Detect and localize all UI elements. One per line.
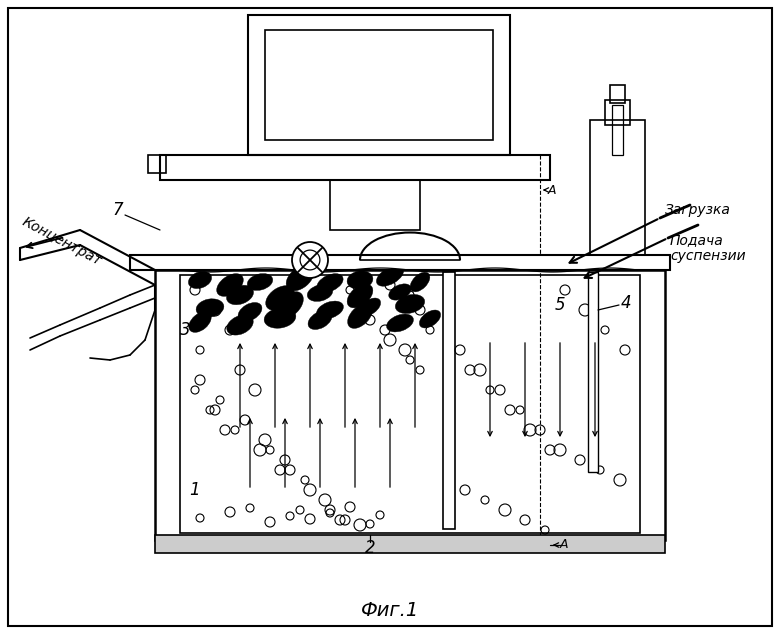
Ellipse shape bbox=[377, 266, 403, 286]
Circle shape bbox=[292, 242, 328, 278]
Ellipse shape bbox=[247, 274, 273, 290]
Bar bbox=[590, 255, 670, 267]
Bar bbox=[610, 85, 625, 103]
Text: 2: 2 bbox=[365, 539, 375, 557]
Ellipse shape bbox=[410, 272, 430, 292]
Bar bbox=[130, 255, 670, 270]
Ellipse shape bbox=[307, 285, 333, 301]
Ellipse shape bbox=[395, 294, 424, 314]
Text: 5: 5 bbox=[555, 296, 565, 314]
Bar bbox=[248, 15, 510, 155]
Bar bbox=[148, 155, 166, 173]
Text: Фиг.1: Фиг.1 bbox=[361, 600, 419, 619]
Ellipse shape bbox=[226, 285, 254, 305]
Text: А: А bbox=[560, 538, 569, 552]
Ellipse shape bbox=[360, 298, 381, 316]
Ellipse shape bbox=[227, 315, 254, 335]
Bar bbox=[265, 30, 493, 140]
Ellipse shape bbox=[196, 299, 224, 317]
Bar bbox=[330, 180, 420, 230]
Ellipse shape bbox=[286, 265, 314, 291]
Text: А: А bbox=[548, 183, 556, 197]
Text: Концентрат: Концентрат bbox=[20, 215, 105, 269]
Ellipse shape bbox=[189, 312, 211, 332]
Bar bbox=[605, 100, 630, 125]
Text: Загрузка: Загрузка bbox=[665, 203, 731, 217]
Text: суспензии: суспензии bbox=[670, 249, 746, 263]
Bar bbox=[155, 270, 665, 540]
Ellipse shape bbox=[308, 311, 332, 330]
Ellipse shape bbox=[238, 302, 262, 321]
Bar bbox=[588, 272, 598, 472]
Ellipse shape bbox=[189, 271, 211, 288]
Bar bbox=[155, 535, 665, 553]
Ellipse shape bbox=[348, 304, 372, 328]
Bar bbox=[443, 272, 455, 529]
Ellipse shape bbox=[347, 271, 373, 289]
Ellipse shape bbox=[420, 310, 441, 328]
Bar bbox=[160, 155, 550, 180]
Ellipse shape bbox=[266, 286, 294, 310]
Ellipse shape bbox=[277, 292, 303, 318]
Ellipse shape bbox=[264, 307, 296, 328]
Text: 7: 7 bbox=[112, 201, 123, 219]
Bar bbox=[590, 120, 645, 260]
Ellipse shape bbox=[347, 284, 373, 308]
Text: 4: 4 bbox=[621, 294, 631, 312]
Text: 3: 3 bbox=[179, 321, 190, 339]
Bar bbox=[180, 275, 640, 533]
Ellipse shape bbox=[387, 314, 413, 332]
Ellipse shape bbox=[317, 274, 343, 292]
Ellipse shape bbox=[317, 301, 343, 319]
Text: Подача: Подача bbox=[670, 233, 724, 247]
Text: 1: 1 bbox=[190, 481, 200, 499]
Bar bbox=[612, 105, 623, 155]
Ellipse shape bbox=[217, 274, 243, 296]
Ellipse shape bbox=[388, 284, 411, 300]
